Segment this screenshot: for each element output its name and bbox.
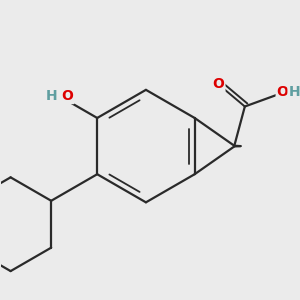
Text: H: H — [289, 85, 300, 99]
Text: O: O — [277, 85, 289, 99]
Text: O: O — [213, 77, 224, 92]
Text: O: O — [61, 89, 74, 103]
Text: H: H — [46, 89, 58, 103]
